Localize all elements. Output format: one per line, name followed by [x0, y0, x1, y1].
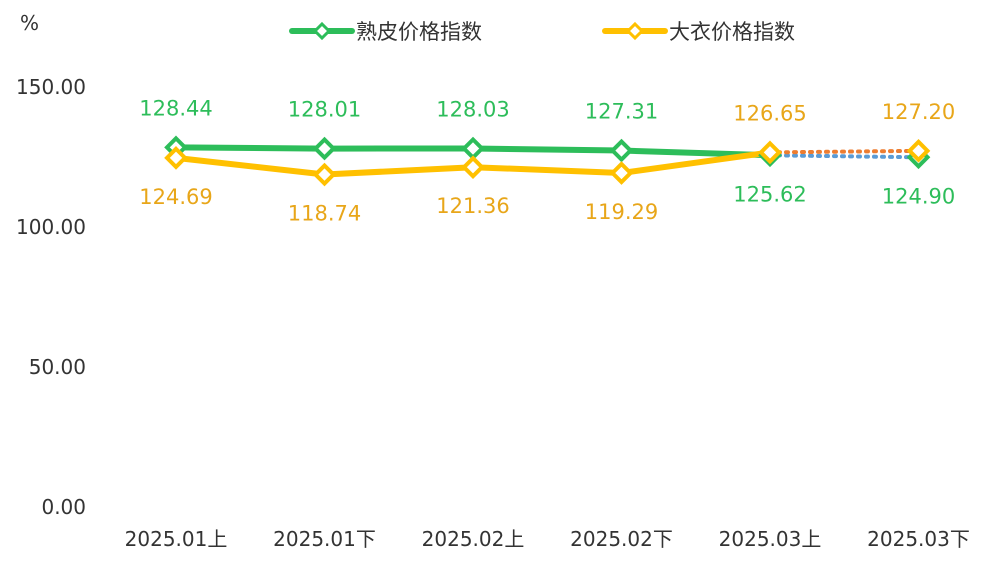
- data-label: 121.36: [436, 194, 509, 218]
- series-marker: [609, 138, 634, 163]
- data-label: 128.44: [139, 96, 212, 120]
- x-tick-label: 2025.01上: [125, 527, 228, 551]
- data-label: 118.74: [288, 202, 361, 226]
- data-label: 127.31: [585, 100, 658, 124]
- series-marker: [312, 162, 337, 187]
- legend-label: 大衣价格指数: [669, 20, 795, 44]
- series-marker: [906, 139, 931, 163]
- data-label: 124.90: [882, 184, 955, 208]
- legend-swatch-marker: [625, 21, 645, 41]
- data-label: 128.03: [436, 98, 509, 122]
- data-label: 119.29: [585, 200, 658, 224]
- series-marker: [758, 140, 782, 165]
- series-marker: [461, 136, 485, 161]
- data-label: 125.62: [733, 182, 806, 206]
- y-tick-label: 100.00: [16, 215, 86, 239]
- x-tick-label: 2025.02上: [422, 527, 525, 551]
- legend-item: 熟皮价格指数: [289, 20, 482, 44]
- series-projected-segment: [768, 153, 921, 160]
- data-label: 128.01: [288, 98, 361, 122]
- x-axis-ticks: 2025.01上 2025.01下 2025.02上 2025.02下 2025.03上…: [125, 527, 970, 551]
- y-tick-label: 50.00: [29, 355, 86, 379]
- x-tick-label: 2025.02下: [570, 527, 673, 551]
- x-tick-label: 2025.03上: [719, 527, 822, 551]
- series-markers: [164, 135, 931, 187]
- y-axis-unit-label: %: [20, 11, 39, 35]
- series-lines: [173, 144, 921, 178]
- x-tick-label: 2025.03下: [867, 527, 970, 551]
- series-marker: [164, 146, 188, 170]
- series-projected-segment: [768, 148, 921, 155]
- data-label: 124.69: [139, 185, 212, 209]
- data-labels: 128.44 128.01 128.03 127.31 125.62 124.90 124.…: [139, 96, 955, 225]
- x-tick-label: 2025.01下: [273, 527, 376, 551]
- y-axis-ticks: 0.00 50.00 100.00 150.00: [16, 75, 86, 519]
- legend: 熟皮价格指数 大衣价格指数: [289, 20, 795, 44]
- legend-item: 大衣价格指数: [602, 20, 795, 44]
- data-label: 126.65: [733, 101, 806, 125]
- series-marker: [609, 161, 634, 185]
- series-marker: [461, 155, 485, 180]
- series-marker: [312, 136, 337, 161]
- legend-label: 熟皮价格指数: [356, 20, 482, 44]
- data-label: 127.20: [882, 100, 955, 124]
- legend-swatch-marker: [312, 21, 332, 41]
- y-tick-label: 150.00: [16, 75, 86, 99]
- y-tick-label: 0.00: [41, 495, 86, 519]
